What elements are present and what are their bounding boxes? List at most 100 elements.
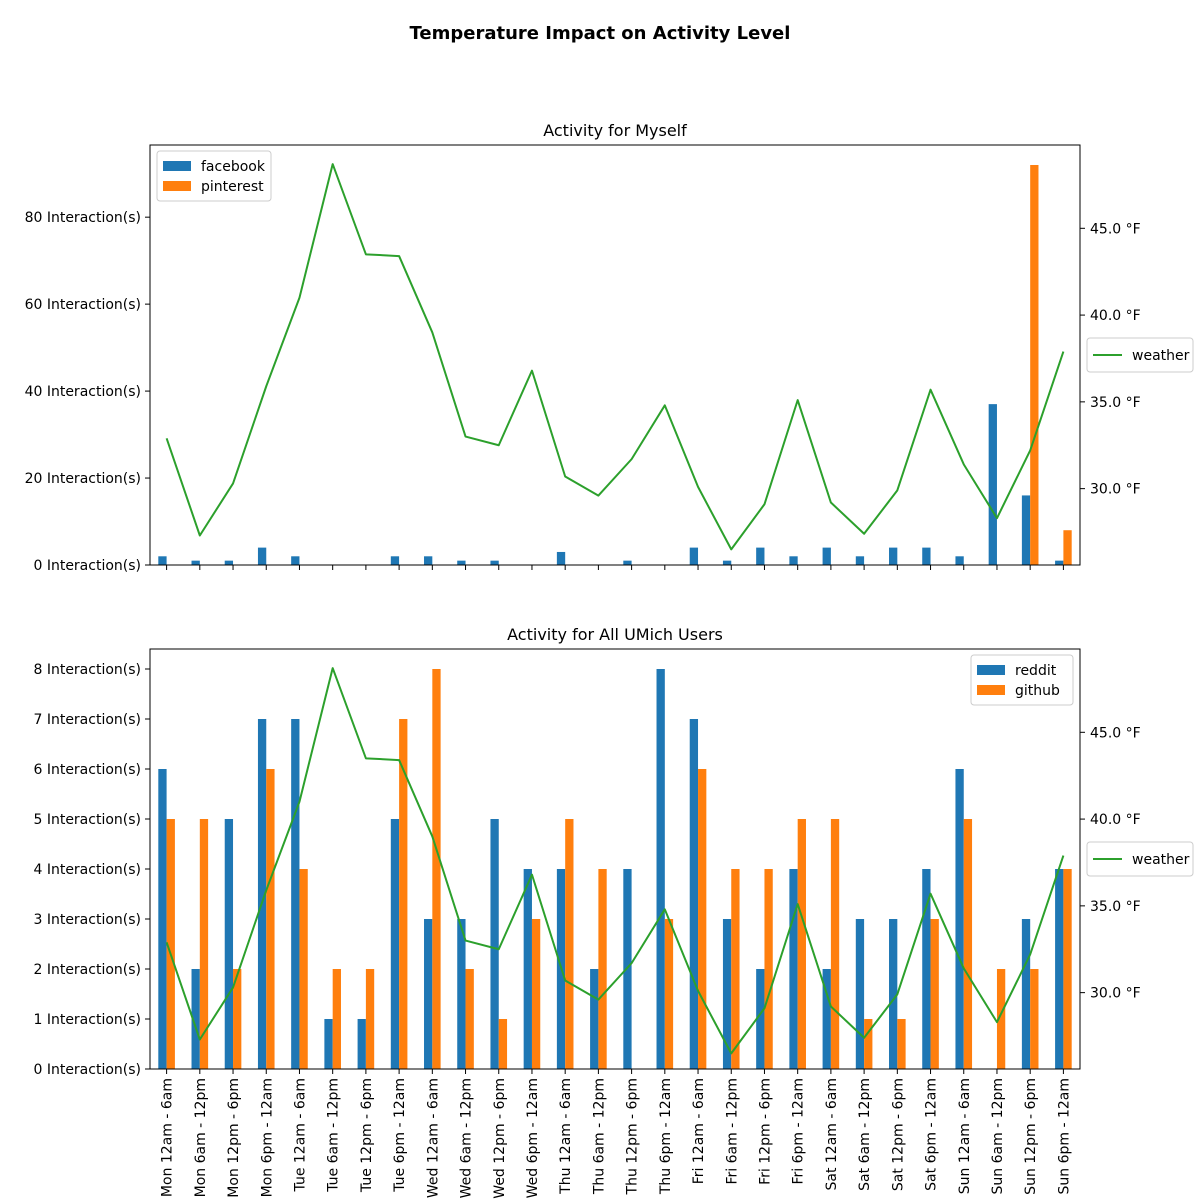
x-tick-label: Thu 12am - 6am (558, 1078, 574, 1195)
y2-tick-label: 40.0 °F (1090, 308, 1141, 324)
x-tick-label: Sat 6am - 12pm (857, 1078, 873, 1191)
bar-reddit (357, 1019, 366, 1069)
x-tick-label: Sun 12am - 6am (957, 1078, 973, 1194)
x-tick-label: Wed 12am - 6am (425, 1078, 441, 1198)
x-tick-label: Mon 6am - 12pm (193, 1078, 209, 1197)
bar-reddit (158, 769, 167, 1069)
figure-title: Temperature Impact on Activity Level (410, 23, 791, 44)
y-tick-label: 0 Interaction(s) (33, 1062, 141, 1078)
bar-github (797, 819, 806, 1069)
bar-github (864, 1019, 873, 1069)
plot-frame (149, 648, 1081, 1070)
bar-facebook (955, 556, 964, 565)
y-tick-label: 60 Interaction(s) (25, 297, 141, 313)
bar-github (365, 969, 375, 1069)
bar-reddit (689, 719, 699, 1069)
bar-github (963, 819, 973, 1069)
x-tick-label: Sun 12pm - 6pm (1023, 1078, 1039, 1195)
bar-facebook (889, 547, 898, 565)
y-tick-label: 40 Interaction(s) (25, 384, 141, 400)
x-tick-label: Mon 12am - 6am (160, 1078, 176, 1197)
bar-github (266, 769, 275, 1069)
x-tick-label: Thu 6pm - 12am (658, 1078, 674, 1195)
bar-facebook (855, 556, 865, 565)
x-tick-label: Mon 6pm - 12am (259, 1078, 275, 1197)
bar-github (233, 969, 242, 1069)
legend-box (1086, 841, 1194, 877)
bar-pinterest (1063, 530, 1072, 565)
bar-reddit (590, 969, 599, 1069)
legend-box (1086, 337, 1194, 373)
bar-github (731, 869, 740, 1069)
bar-legend: facebook pinterest (156, 150, 272, 202)
bar-reddit (490, 819, 499, 1069)
x-tick-label: Tue 6am - 12pm (326, 1078, 342, 1193)
bar-reddit (191, 969, 200, 1069)
bar-reddit (1055, 869, 1064, 1069)
bar-github (465, 969, 474, 1069)
x-tick-label: Thu 12pm - 6pm (625, 1078, 641, 1195)
panel-title: Activity for All UMich Users (507, 625, 723, 644)
bar-github (299, 869, 308, 1069)
weather-legend: weather (1086, 841, 1194, 877)
bar-reddit (889, 919, 898, 1069)
x-tick-label: Tue 12am - 6am (292, 1078, 308, 1192)
x-tick-label: Tue 6pm - 12am (392, 1078, 408, 1193)
y-tick-label: 4 Interaction(s) (33, 862, 141, 878)
bar-github (199, 819, 209, 1069)
bar-facebook (257, 547, 267, 565)
bar-reddit (390, 819, 400, 1069)
bar-reddit (291, 719, 300, 1069)
y-tick-label: 6 Interaction(s) (33, 762, 141, 778)
bar-reddit (656, 669, 665, 1069)
bar-reddit (324, 1019, 333, 1069)
y2-tick-label: 30.0 °F (1090, 986, 1141, 1002)
bar-facebook (922, 547, 931, 565)
bar-facebook (1021, 495, 1031, 565)
x-tick-label: Tue 12pm - 6pm (359, 1078, 375, 1193)
x-tick-label: Sat 12pm - 6pm (890, 1078, 906, 1191)
bar-reddit (756, 969, 765, 1069)
bar-github (830, 819, 840, 1069)
bar-github (565, 819, 574, 1069)
x-tick-label: Mon 12pm - 6pm (226, 1078, 242, 1198)
legend-swatch (977, 665, 1005, 675)
bar-series-group (158, 669, 1072, 1069)
chart-panels: Activity for Myself 0 Interaction(s) 20 In… (25, 121, 1194, 1199)
bar-facebook (291, 556, 300, 565)
x-tick-label: Wed 6pm - 12am (525, 1078, 541, 1198)
x-tick-label: Fri 6pm - 12am (791, 1078, 807, 1185)
panel-title: Activity for Myself (543, 121, 687, 140)
legend-label: weather (1132, 852, 1190, 868)
bar-github (764, 869, 773, 1069)
y-tick-label: 5 Interaction(s) (33, 812, 141, 828)
bar-github (930, 919, 939, 1069)
y2-tick-label: 35.0 °F (1090, 899, 1141, 915)
bar-series-group (158, 165, 1072, 565)
y-tick-label: 1 Interaction(s) (33, 1012, 141, 1028)
bar-facebook (457, 560, 466, 565)
bar-reddit (955, 769, 964, 1069)
bar-facebook (158, 556, 167, 565)
bar-reddit (457, 919, 466, 1069)
bar-reddit (424, 919, 433, 1069)
weather-line (165, 163, 1065, 551)
y-tick-label: 3 Interaction(s) (33, 912, 141, 928)
legend-label: weather (1132, 348, 1190, 364)
bar-github (598, 869, 607, 1069)
bar-github (664, 919, 674, 1069)
y-tick-label: 8 Interaction(s) (33, 662, 141, 678)
x-tick-label: Wed 6am - 12pm (459, 1078, 475, 1198)
legend-label: pinterest (201, 179, 264, 195)
bar-facebook (191, 560, 200, 565)
bar-facebook (490, 560, 499, 565)
chart-panel-1: Activity for Myself 0 Interaction(s) 20 In… (25, 121, 1194, 574)
bar-reddit (523, 869, 532, 1069)
bar-github (897, 1019, 906, 1069)
bar-reddit (224, 819, 234, 1069)
legend-label: github (1015, 683, 1060, 699)
bar-reddit (789, 869, 798, 1069)
bar-facebook (822, 547, 831, 565)
bar-github (531, 919, 541, 1069)
